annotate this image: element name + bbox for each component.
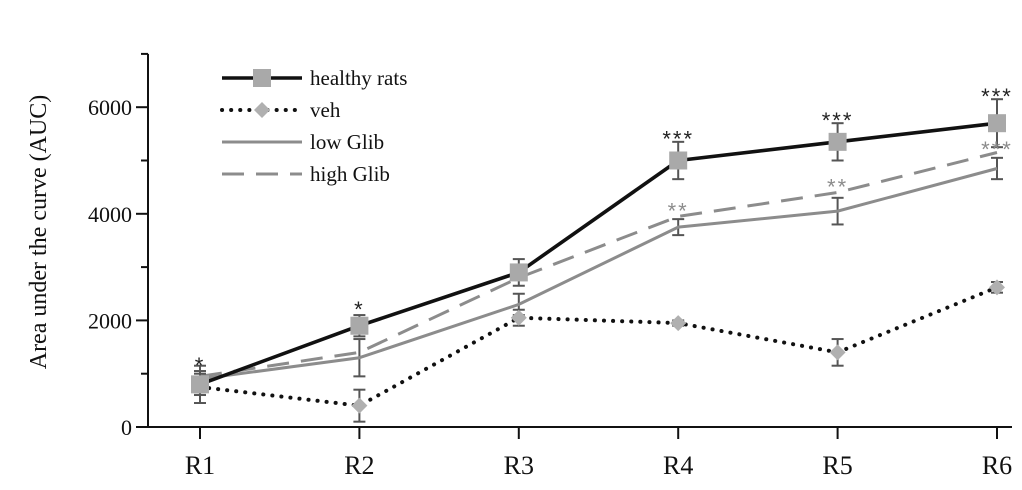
legend-item: healthy rats [222, 66, 407, 90]
data-point [351, 397, 368, 414]
series-healthy-rats [191, 98, 1006, 397]
significance-marker: ** [827, 174, 848, 199]
x-tick-label: R4 [663, 451, 693, 480]
y-tick-label: 0 [121, 415, 132, 440]
data-point [350, 316, 369, 335]
data-point [828, 132, 847, 151]
axes: 0 2000 4000 6000 R1 R2 R3 R4 R5 R6 [88, 52, 1012, 480]
legend-label: veh [310, 98, 341, 122]
series-line [198, 285, 999, 408]
y-tick-label: 4000 [88, 202, 132, 227]
data-point [989, 279, 1005, 296]
series-line [199, 167, 998, 381]
legend-label: healthy rats [310, 66, 407, 90]
series-line [199, 151, 998, 378]
data-point [829, 344, 846, 361]
legend-swatch-marker [254, 102, 270, 118]
legend-item: low Glib [222, 130, 384, 154]
significance-marker: *** [981, 84, 1013, 109]
significance-marker: * [354, 297, 365, 322]
significance-marker: *** [662, 127, 694, 152]
legend-swatch-marker [253, 69, 271, 87]
legend: healthy rats veh low Glib high Glib [220, 66, 407, 186]
data-point [191, 375, 209, 394]
x-tick-label: R1 [185, 451, 215, 480]
x-tick-label: R6 [982, 451, 1012, 480]
significance-marker: *** [981, 137, 1013, 162]
series-line [199, 121, 998, 387]
data-point [510, 309, 527, 326]
series-high-glib [199, 151, 998, 378]
y-axis-label: Area under the curve (AUC) [26, 95, 52, 370]
series-layer [191, 98, 1006, 423]
x-tick-label: R5 [822, 451, 852, 480]
data-point [988, 114, 1006, 133]
data-point [509, 263, 528, 282]
series-veh [192, 279, 1005, 423]
data-point [669, 151, 688, 170]
significance-marker: * [195, 353, 206, 378]
significance-marker: *** [822, 108, 854, 133]
significance-annotations: ****************** [195, 84, 1013, 378]
significance-marker: ** [668, 198, 689, 223]
series-low-glib [194, 156, 1003, 394]
y-tick-label: 2000 [88, 308, 132, 333]
data-point [670, 315, 687, 332]
x-tick-label: R3 [504, 451, 534, 480]
x-tick-label: R2 [344, 451, 374, 480]
legend-label: high Glib [310, 162, 390, 186]
legend-item: veh [220, 98, 341, 122]
legend-item: high Glib [222, 162, 390, 186]
legend-label: low Glib [310, 130, 384, 154]
y-tick-label: 6000 [88, 95, 132, 120]
